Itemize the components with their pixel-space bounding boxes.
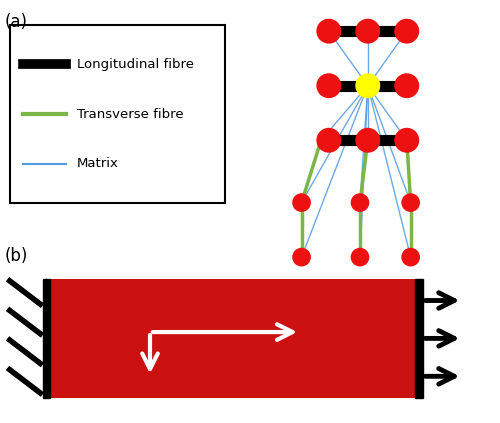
Circle shape bbox=[394, 128, 419, 153]
Text: Longitudinal fibre: Longitudinal fibre bbox=[76, 58, 194, 71]
Circle shape bbox=[316, 19, 342, 44]
Text: Transverse fibre: Transverse fibre bbox=[76, 108, 184, 121]
Circle shape bbox=[316, 128, 342, 153]
Circle shape bbox=[394, 73, 419, 98]
Circle shape bbox=[350, 193, 370, 212]
Text: (b): (b) bbox=[5, 247, 28, 266]
Text: (a): (a) bbox=[5, 13, 28, 31]
Circle shape bbox=[402, 248, 420, 266]
Circle shape bbox=[356, 73, 380, 98]
Bar bbox=[42, 279, 50, 398]
Circle shape bbox=[292, 248, 311, 266]
Circle shape bbox=[316, 73, 342, 98]
Circle shape bbox=[350, 248, 370, 266]
Text: Matrix: Matrix bbox=[76, 157, 118, 170]
Circle shape bbox=[394, 19, 419, 44]
Bar bbox=[415, 279, 422, 398]
Circle shape bbox=[402, 193, 420, 212]
Circle shape bbox=[356, 128, 380, 153]
Circle shape bbox=[356, 19, 380, 44]
Bar bbox=[50, 279, 415, 398]
Circle shape bbox=[292, 193, 311, 212]
